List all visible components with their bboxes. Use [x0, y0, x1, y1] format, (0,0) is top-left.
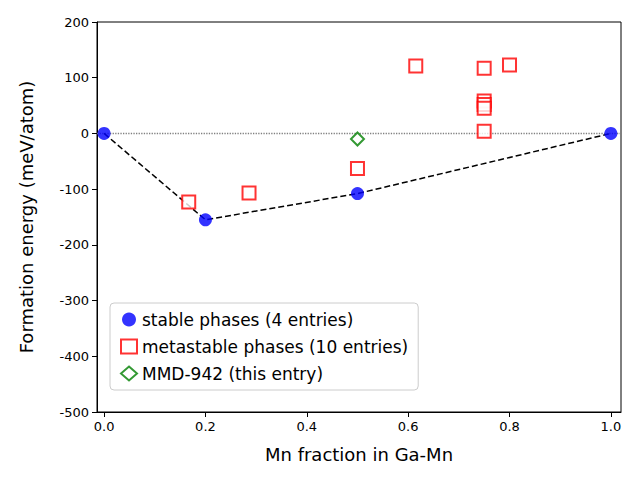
svg-text:Mn fraction in Ga-Mn: Mn fraction in Ga-Mn — [265, 444, 453, 465]
svg-text:stable phases (4 entries): stable phases (4 entries) — [142, 310, 353, 330]
svg-text:Formation energy (meV/atom): Formation energy (meV/atom) — [16, 81, 37, 354]
svg-text:0.2: 0.2 — [195, 419, 216, 434]
svg-text:0.6: 0.6 — [398, 419, 419, 434]
svg-text:-300: -300 — [59, 293, 89, 308]
svg-text:-500: -500 — [59, 405, 89, 420]
svg-text:metastable phases (10 entries): metastable phases (10 entries) — [142, 337, 408, 357]
svg-text:200: 200 — [64, 15, 89, 30]
svg-text:0.0: 0.0 — [94, 419, 115, 434]
svg-text:0.4: 0.4 — [296, 419, 317, 434]
svg-text:0.8: 0.8 — [499, 419, 520, 434]
svg-text:-400: -400 — [59, 349, 89, 364]
svg-text:1.0: 1.0 — [601, 419, 622, 434]
svg-text:0: 0 — [81, 126, 89, 141]
svg-text:100: 100 — [64, 70, 89, 85]
svg-text:MMD-942 (this entry): MMD-942 (this entry) — [142, 364, 323, 384]
svg-text:-200: -200 — [59, 237, 89, 252]
svg-text:-100: -100 — [59, 182, 89, 197]
